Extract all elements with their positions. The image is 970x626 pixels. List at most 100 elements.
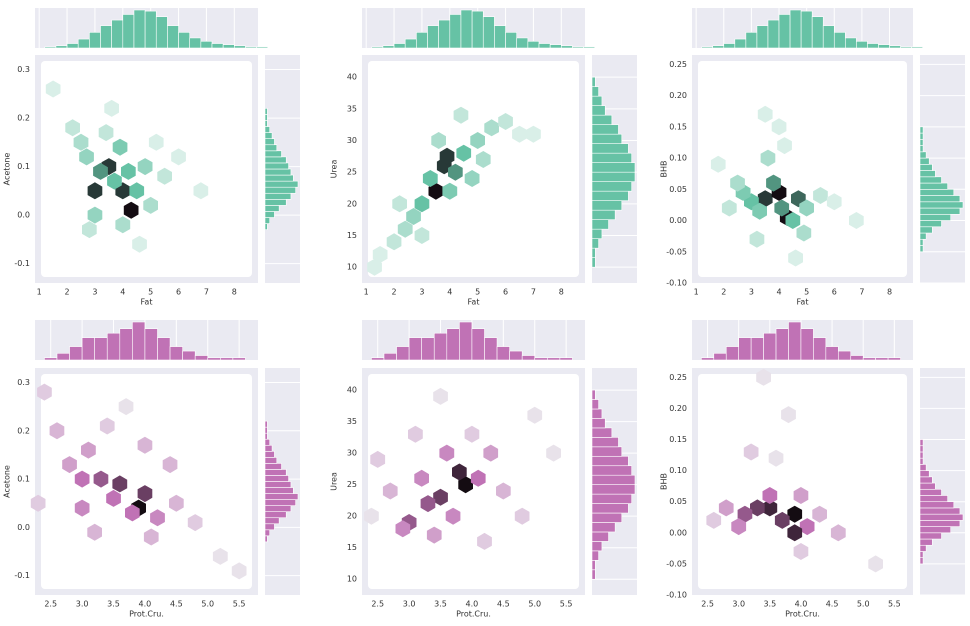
histogram-bar — [264, 529, 271, 537]
hexbin-cell — [760, 149, 776, 167]
y-tick-label: 40 — [347, 386, 357, 395]
hexbin-cell — [849, 212, 864, 229]
hexbin-cell — [788, 249, 803, 267]
histogram-bar — [264, 511, 287, 519]
y-tick-label: -0.1 — [14, 571, 30, 580]
histogram-bar — [55, 45, 68, 49]
hexbin-cell — [392, 195, 407, 213]
hexbin-cell — [87, 523, 102, 541]
hexbin-cell — [30, 494, 46, 512]
hexbin-cell — [372, 246, 388, 263]
y-tick-label: 0.05 — [669, 497, 687, 506]
y-axis-label: Acetone — [3, 153, 12, 186]
histogram-bar — [591, 86, 599, 97]
histogram-bar — [222, 44, 235, 49]
y-tick-label: 40 — [347, 73, 357, 82]
x-tick-label: 3 — [92, 288, 97, 297]
histogram-bar — [850, 355, 864, 361]
y-tick-label: -0.10 — [666, 279, 687, 288]
hexbin-cell — [395, 520, 411, 538]
histogram-bar — [919, 176, 942, 184]
hexbin-cell — [162, 456, 178, 474]
histogram-bar — [527, 40, 540, 49]
hexbin-cell — [45, 80, 61, 98]
hexbin-cell — [787, 524, 803, 542]
histogram-bar — [919, 464, 927, 471]
histogram-bar — [264, 217, 271, 224]
histogram-bar — [256, 46, 269, 49]
x-tick-label: 7 — [859, 288, 864, 297]
histogram-bar — [264, 138, 275, 146]
histogram-bar — [919, 507, 961, 515]
histogram-bar — [919, 170, 936, 178]
x-axis-label: Fat — [468, 298, 480, 307]
histogram-bar — [919, 488, 942, 496]
y-tick-label: 0.15 — [669, 122, 687, 131]
histogram-bar — [200, 40, 213, 49]
x-axis-label: Prot.Cru. — [129, 610, 164, 619]
histogram-bar — [750, 337, 764, 361]
y-tick-label: 30 — [347, 136, 357, 145]
x-tick-label: 1 — [37, 288, 42, 297]
histogram-bar — [572, 46, 584, 49]
y-tick-label: 15 — [347, 231, 357, 240]
histogram-bar — [264, 126, 271, 133]
histogram-bar — [591, 162, 636, 173]
histogram-bar — [264, 205, 280, 212]
histogram-bar — [396, 346, 410, 361]
y-axis-label: BHB — [660, 473, 669, 490]
y-axis-label: Urea — [330, 160, 339, 179]
histogram-bar — [591, 389, 596, 400]
hexbin-cell — [512, 125, 527, 143]
hexbin-cell — [498, 113, 513, 130]
hexbin-cell — [439, 444, 455, 462]
histogram-bar — [245, 46, 257, 49]
histogram-bar — [738, 337, 752, 361]
histogram-bar — [591, 105, 606, 116]
histogram-bar — [591, 560, 596, 571]
histogram-bar — [591, 143, 629, 154]
y-tick-label: 20 — [347, 199, 357, 208]
x-tick-label: 2.5 — [701, 600, 714, 609]
histogram-bar — [264, 223, 268, 230]
x-tick-label: 4.5 — [826, 600, 839, 609]
hexbin-cell — [757, 190, 773, 208]
histogram-bar — [919, 557, 924, 565]
histogram-bar — [725, 346, 739, 361]
hexbin-cell — [771, 118, 787, 136]
histogram-bar — [919, 207, 961, 215]
histogram-bar — [800, 10, 813, 49]
hexbin-cell — [115, 216, 131, 234]
hexbin-cell — [812, 505, 827, 523]
histogram-bar — [264, 156, 287, 164]
histogram-bar — [44, 357, 58, 361]
histogram-bar — [264, 132, 273, 139]
hexbin-cell — [406, 208, 421, 225]
hexbin-cell — [433, 488, 448, 506]
hexbin-cell — [106, 489, 121, 507]
hexbin-cell — [737, 505, 753, 523]
histogram-bar — [264, 168, 292, 176]
histogram-bar — [69, 346, 83, 361]
x-tick-label: 4 — [447, 288, 452, 297]
hexbin-cell — [171, 148, 186, 166]
hexbin-cell — [796, 224, 812, 242]
x-tick-label: 7 — [204, 288, 209, 297]
hexbin-cell — [104, 99, 119, 117]
hexbin-cell — [414, 195, 430, 213]
histogram-bar — [459, 321, 473, 361]
hexbin-cell — [793, 487, 809, 504]
hexbin-cell — [470, 132, 485, 149]
histogram-bar — [919, 201, 964, 209]
x-tick-label: 5 — [804, 288, 809, 297]
histogram-bar — [919, 544, 927, 552]
y-tick-label: 0.0 — [17, 523, 30, 532]
hexbin-cell — [743, 443, 759, 461]
y-tick-label: -0.1 — [14, 259, 30, 268]
hexbin-cell — [464, 170, 480, 187]
y-tick-label: 25 — [347, 168, 357, 177]
histogram-bar — [591, 503, 629, 514]
histogram-bar — [44, 46, 57, 49]
histogram-bar — [591, 209, 616, 220]
histogram-bar — [264, 523, 275, 531]
